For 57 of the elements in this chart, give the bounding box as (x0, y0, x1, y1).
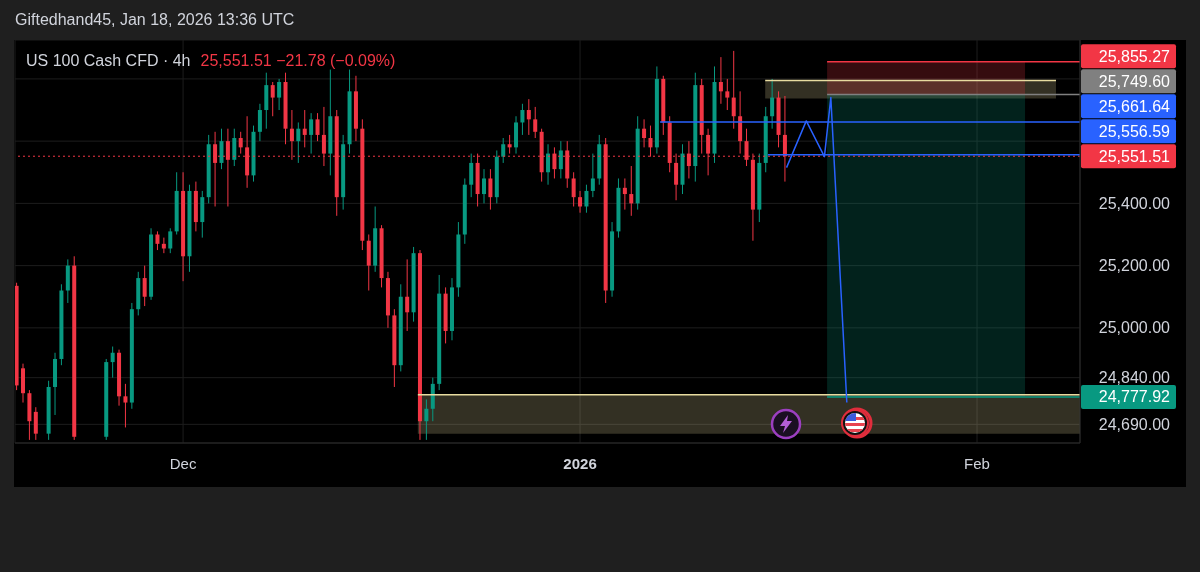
candlestick (309, 112, 314, 155)
data-label: 24,777.92 (1098, 388, 1171, 406)
candlestick (642, 118, 647, 148)
candlestick (232, 128, 237, 167)
candlestick (584, 184, 589, 214)
candlestick (590, 153, 595, 198)
candlestick (405, 258, 410, 332)
candlestick (629, 165, 634, 217)
candlestick (488, 168, 493, 211)
candlestick (219, 128, 224, 170)
candlestick (533, 106, 538, 139)
candlestick (238, 131, 243, 155)
candlestick (315, 112, 320, 142)
candlestick (571, 171, 576, 207)
x-tick-label: 2026 (563, 455, 597, 472)
candlestick (257, 103, 262, 142)
text: 25,551.51 −21.78 (−0.09%) (200, 52, 396, 70)
candlestick (558, 140, 563, 179)
candlestick (501, 137, 506, 164)
candlestick (770, 78, 775, 130)
data-label: 25,749.60 (1098, 72, 1171, 90)
candlestick (520, 103, 525, 136)
x-tick-label: Feb (964, 455, 990, 472)
candlestick (482, 168, 487, 204)
candlestick (526, 98, 531, 136)
text: US 100 Cash CFD · 4h (26, 52, 191, 70)
y-tick-label: 24,840.00 (1098, 369, 1171, 387)
candlestick (270, 81, 275, 117)
ref-line-label: 25,551.51 (1098, 147, 1171, 165)
candlestick (161, 237, 166, 254)
y-tick-label: 25,000.00 (1098, 319, 1171, 337)
candlestick (725, 78, 730, 111)
candlestick (731, 50, 736, 130)
data-label: 25,556.59 (1098, 122, 1171, 140)
candlestick (578, 190, 583, 214)
y-tick-label: 25,200.00 (1098, 257, 1171, 275)
data-label: 25,855.27 (1098, 47, 1171, 65)
candlestick (155, 230, 160, 251)
y-tick-label: 25,400.00 (1098, 194, 1171, 212)
candlestick (424, 398, 429, 441)
text: Giftedhand45, Jan 18, 2026 13:36 UTC (15, 11, 295, 29)
candlestick (168, 227, 173, 254)
candlestick (302, 109, 307, 148)
candlestick (110, 346, 115, 379)
x-tick-label: Dec (169, 455, 197, 472)
candlestick (622, 177, 627, 211)
candlestick (142, 265, 147, 307)
candlestick (507, 134, 512, 155)
candlestick (546, 143, 551, 186)
candlestick (469, 153, 474, 198)
data-label: 25,661.64 (1098, 97, 1171, 115)
candlestick (296, 121, 301, 164)
candlestick (277, 78, 282, 111)
candlestick (33, 406, 38, 441)
candlestick (123, 383, 128, 428)
candlestick (718, 56, 723, 105)
y-tick-label: 24,690.00 (1098, 415, 1171, 433)
